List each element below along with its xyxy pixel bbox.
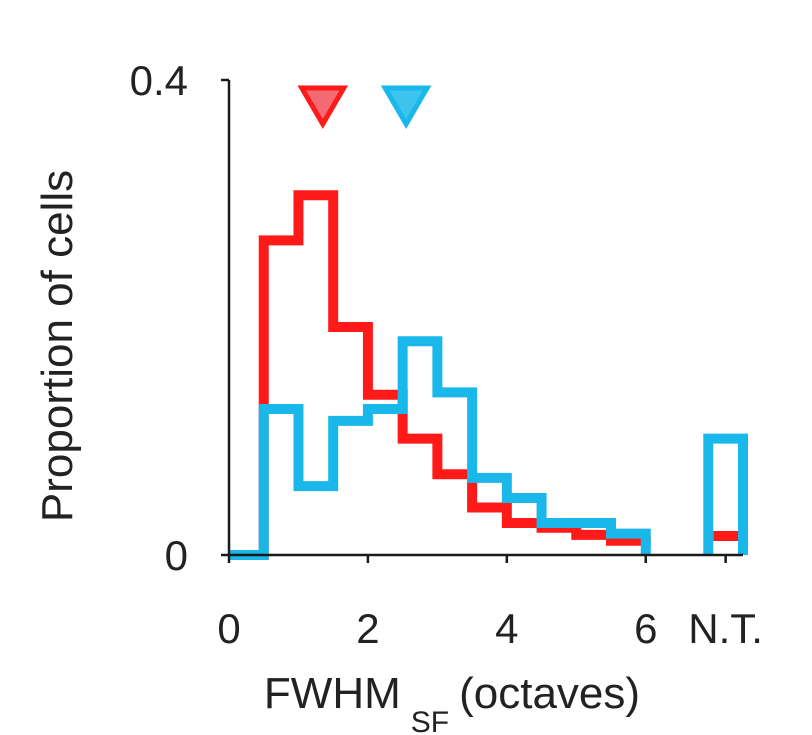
- y-axis-label: Proportion of cells: [33, 170, 82, 522]
- x-tick-label: 0: [217, 605, 240, 652]
- tick-layer: 0 2 4 6 N.T. 0 0.4: [130, 57, 763, 652]
- median-markers: [297, 85, 432, 129]
- x-tick-label: 4: [495, 605, 518, 652]
- x-axis-label-suffix: (octaves): [459, 669, 640, 718]
- axes: [227, 80, 743, 557]
- series-blue-nt-bar: [703, 433, 748, 555]
- y-tick-label: 0.4: [130, 57, 188, 104]
- y-tick-label: 0: [165, 532, 188, 579]
- x-tick-label: N.T.: [688, 605, 763, 652]
- median-marker-red: [297, 85, 349, 129]
- series-red-histogram: [229, 190, 651, 560]
- median-marker-blue: [380, 85, 432, 129]
- series-blue-histogram: [229, 336, 651, 560]
- x-axis-label-main: FWHM: [264, 669, 401, 718]
- x-axis-label: FWHM SF (octaves): [264, 669, 640, 735]
- series-layer: [229, 190, 748, 560]
- x-tick-label: 2: [356, 605, 379, 652]
- x-tick-label: 6: [634, 605, 657, 652]
- x-axis-label-subscript: SF: [411, 706, 449, 735]
